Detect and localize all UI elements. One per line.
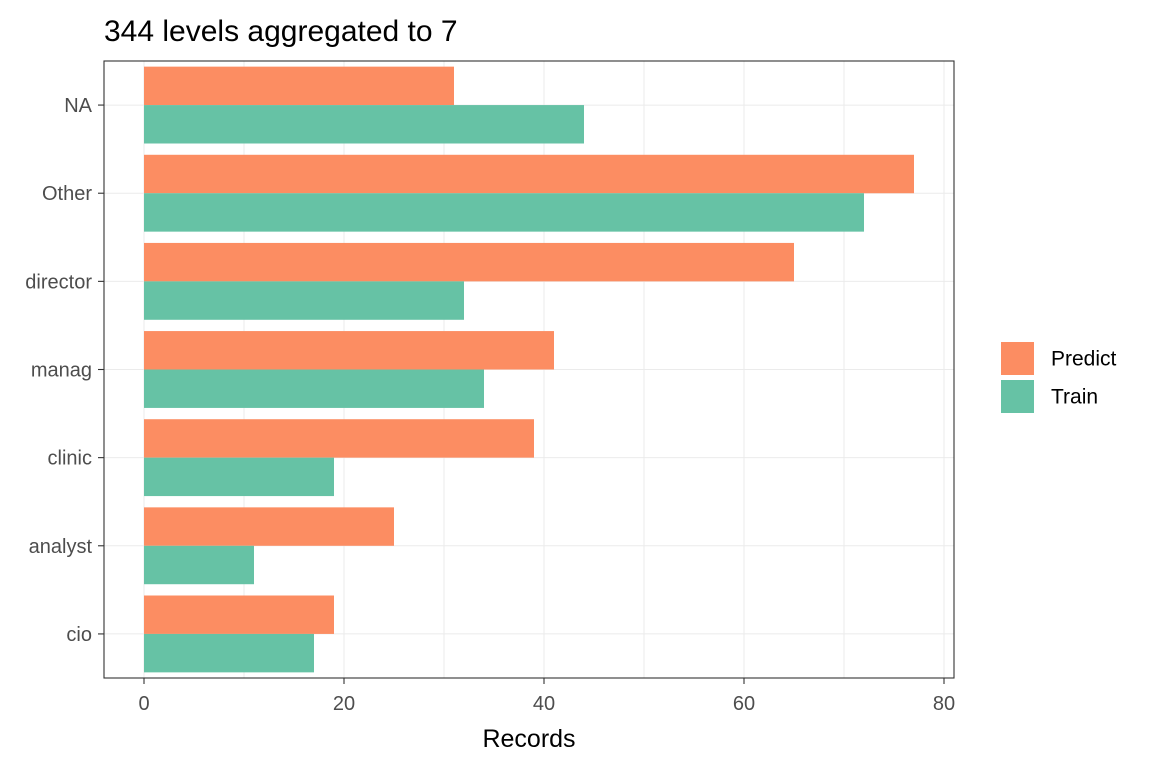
bar-train-clinic (144, 457, 334, 497)
bar-train-manag (144, 369, 484, 408)
y-tick-label: Other (42, 183, 92, 205)
y-tick-label: clinic (48, 448, 92, 470)
y-axis: NA Other director manag clinic analyst cio (25, 95, 104, 646)
bar-train-cio (144, 633, 314, 673)
bar-predict-director (144, 242, 794, 282)
legend-label-train: Train (1051, 386, 1098, 409)
y-tick-label: director (25, 271, 92, 293)
bar-train-analyst (144, 545, 254, 585)
chart-title: 344 levels aggregated to 7 (104, 15, 458, 48)
legend: Predict Train (1001, 342, 1117, 413)
bar-predict-clinic (144, 419, 534, 458)
y-tick-label: analyst (29, 536, 93, 558)
bar-predict-na (144, 66, 454, 106)
x-axis: 0 20 40 60 80 (138, 678, 955, 715)
legend-key-train (1001, 380, 1034, 413)
x-tick-label: 60 (733, 693, 755, 715)
y-tick-label: cio (66, 624, 92, 646)
bar-predict-cio (144, 595, 334, 634)
bar-predict-manag (144, 331, 554, 370)
x-axis-title: Records (482, 725, 575, 753)
x-tick-label: 20 (333, 693, 355, 715)
y-tick-label: NA (64, 95, 92, 117)
legend-label-predict: Predict (1051, 348, 1117, 371)
bar-train-other (144, 193, 864, 232)
bar-predict-other (144, 154, 914, 194)
legend-key-predict (1001, 342, 1034, 375)
x-tick-label: 0 (138, 693, 149, 715)
x-tick-label: 40 (533, 693, 555, 715)
bar-train-na (144, 105, 584, 144)
bars (144, 66, 914, 673)
bar-train-director (144, 281, 464, 320)
x-tick-label: 80 (933, 693, 955, 715)
bar-predict-analyst (144, 507, 394, 546)
y-tick-label: manag (31, 360, 92, 382)
